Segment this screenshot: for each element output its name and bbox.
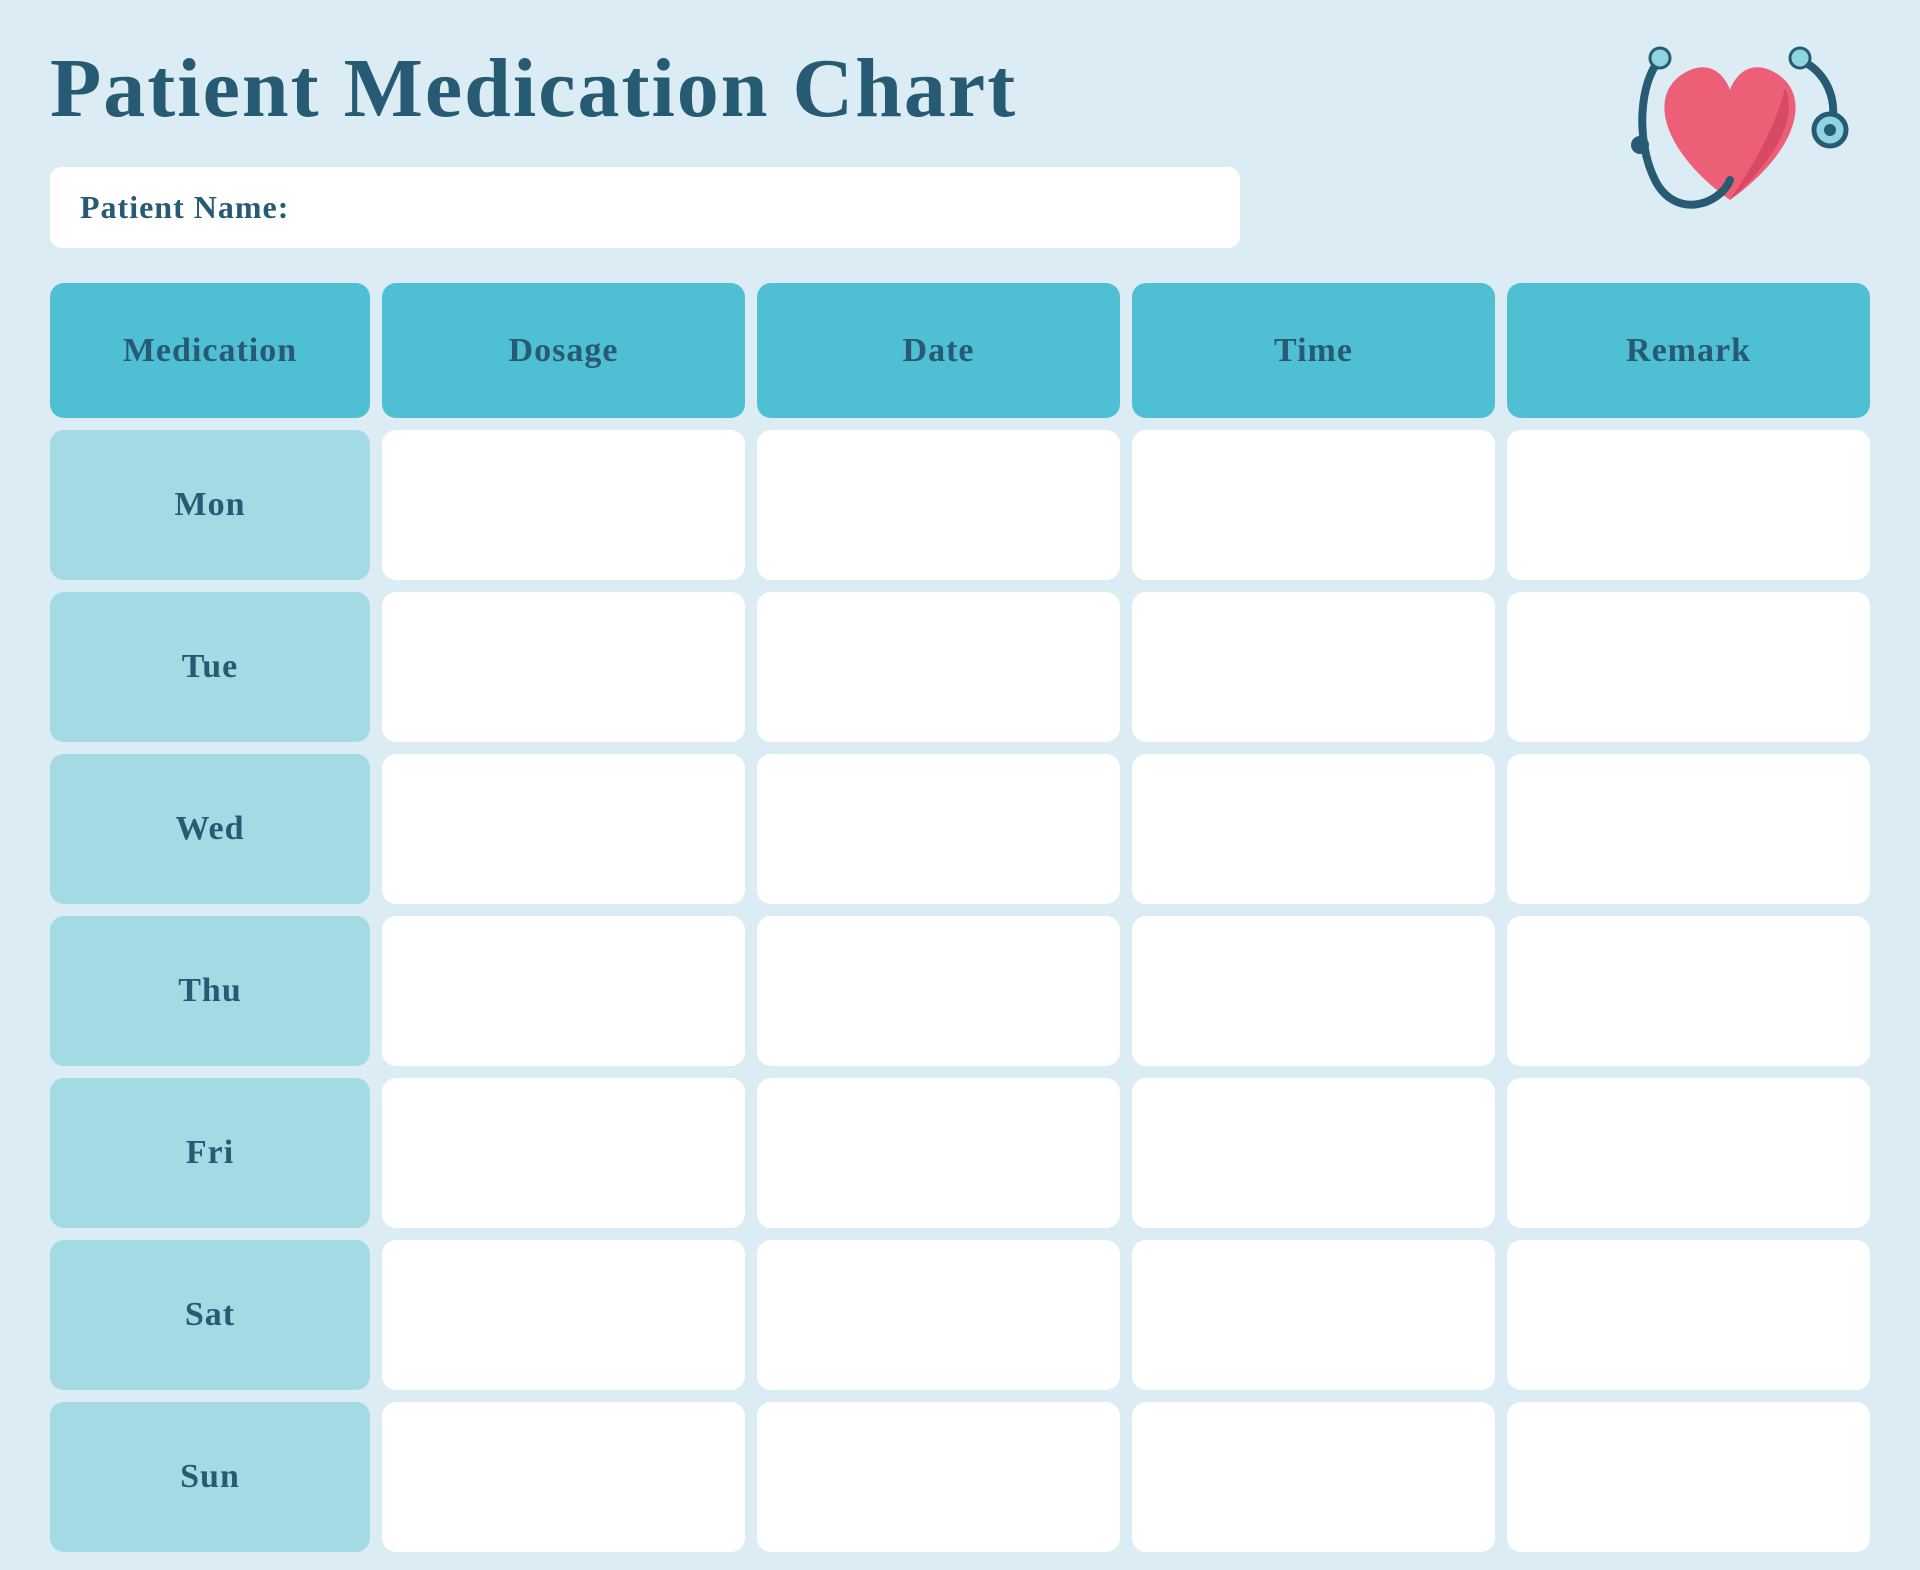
cell-thu-date[interactable]: [757, 916, 1120, 1066]
cell-mon-date[interactable]: [757, 430, 1120, 580]
heart-stethoscope-icon: [1600, 30, 1860, 230]
cell-wed-dosage[interactable]: [382, 754, 745, 904]
cell-sat-date[interactable]: [757, 1240, 1120, 1390]
cell-fri-remark[interactable]: [1507, 1078, 1870, 1228]
cell-fri-dosage[interactable]: [382, 1078, 745, 1228]
col-header-dosage: Dosage: [382, 283, 745, 418]
cell-tue-dosage[interactable]: [382, 592, 745, 742]
cell-wed-date[interactable]: [757, 754, 1120, 904]
day-thu: Thu: [50, 916, 370, 1066]
cell-sat-remark[interactable]: [1507, 1240, 1870, 1390]
day-tue: Tue: [50, 592, 370, 742]
cell-fri-time[interactable]: [1132, 1078, 1495, 1228]
col-header-date: Date: [757, 283, 1120, 418]
cell-thu-time[interactable]: [1132, 916, 1495, 1066]
cell-thu-dosage[interactable]: [382, 916, 745, 1066]
cell-fri-date[interactable]: [757, 1078, 1120, 1228]
patient-name-label: Patient Name:: [80, 189, 289, 225]
cell-tue-date[interactable]: [757, 592, 1120, 742]
cell-sun-date[interactable]: [757, 1402, 1120, 1552]
cell-tue-remark[interactable]: [1507, 592, 1870, 742]
cell-sat-time[interactable]: [1132, 1240, 1495, 1390]
cell-mon-time[interactable]: [1132, 430, 1495, 580]
cell-sat-dosage[interactable]: [382, 1240, 745, 1390]
cell-sun-remark[interactable]: [1507, 1402, 1870, 1552]
patient-name-field[interactable]: Patient Name:: [50, 167, 1240, 248]
cell-sun-time[interactable]: [1132, 1402, 1495, 1552]
col-header-medication: Medication: [50, 283, 370, 418]
day-fri: Fri: [50, 1078, 370, 1228]
day-wed: Wed: [50, 754, 370, 904]
col-header-remark: Remark: [1507, 283, 1870, 418]
cell-mon-dosage[interactable]: [382, 430, 745, 580]
cell-wed-remark[interactable]: [1507, 754, 1870, 904]
cell-wed-time[interactable]: [1132, 754, 1495, 904]
day-sun: Sun: [50, 1402, 370, 1552]
day-mon: Mon: [50, 430, 370, 580]
col-header-time: Time: [1132, 283, 1495, 418]
cell-mon-remark[interactable]: [1507, 430, 1870, 580]
cell-tue-time[interactable]: [1132, 592, 1495, 742]
cell-thu-remark[interactable]: [1507, 916, 1870, 1066]
day-sat: Sat: [50, 1240, 370, 1390]
cell-sun-dosage[interactable]: [382, 1402, 745, 1552]
page-title: Patient Medication Chart: [50, 40, 1870, 137]
medication-table: Medication Dosage Date Time Remark Mon T…: [50, 283, 1870, 1552]
